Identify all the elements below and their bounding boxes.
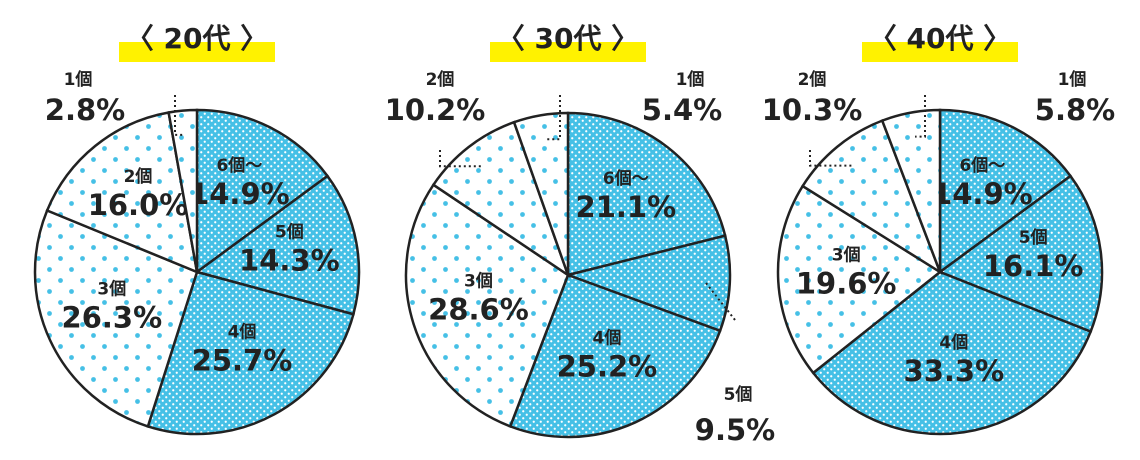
slice-label: 5個	[724, 384, 753, 405]
chart-title: 〈 20代 〉	[126, 22, 268, 55]
slice-label: 1個	[64, 69, 93, 90]
slice-label: 6個〜	[603, 168, 649, 189]
slice-label: 3個	[464, 270, 493, 291]
pie-slice	[512, 111, 570, 276]
chart-title: 〈 30代 〉	[497, 22, 639, 55]
pie-slice	[938, 108, 1073, 275]
value-label: 25.2%	[557, 350, 658, 384]
value-label: 10.2%	[385, 93, 486, 127]
pie-slice	[811, 270, 1093, 436]
title-highlight	[862, 42, 1018, 62]
value-label: 16.1%	[983, 249, 1084, 283]
slice-label: 3個	[97, 279, 126, 300]
slice-label: 2個	[426, 69, 455, 90]
value-label: 5.4%	[642, 93, 722, 127]
title-highlight	[119, 42, 275, 62]
leader-line	[809, 150, 853, 167]
value-label: 14.9%	[189, 177, 290, 211]
value-label: 16.0%	[88, 188, 189, 222]
leader-line	[174, 95, 185, 136]
value-label: 9.5%	[695, 413, 775, 447]
leader-line	[915, 95, 926, 138]
value-label: 10.3%	[762, 93, 863, 127]
pie-slice	[776, 184, 943, 375]
slice-label: 4個	[939, 332, 968, 353]
chart-title: 〈 40代 〉	[869, 22, 1011, 55]
pie-slice	[404, 183, 570, 428]
value-label: 26.3%	[62, 301, 163, 335]
pie-slice	[880, 108, 942, 273]
pie-slice	[431, 120, 571, 279]
title-highlight	[490, 42, 646, 62]
slice-label: 4個	[593, 328, 622, 349]
slice-label: 5個	[275, 222, 304, 243]
pie-slice	[937, 174, 1104, 334]
pie-slice	[167, 108, 199, 273]
pie-slice	[566, 111, 727, 277]
value-label: 19.6%	[796, 266, 897, 300]
pie-slice	[195, 108, 330, 275]
slice-label: 5個	[1019, 227, 1048, 248]
value-label: 28.6%	[428, 292, 529, 326]
slice-label: 6個〜	[216, 155, 262, 176]
pie-slice	[33, 208, 199, 428]
slice-label: 1個	[676, 69, 705, 90]
leader-line	[439, 150, 484, 168]
value-label: 14.9%	[932, 177, 1033, 211]
slice-label: 2個	[124, 166, 153, 187]
value-label: 2.8%	[45, 93, 125, 127]
value-label: 25.7%	[192, 343, 293, 377]
value-label: 21.1%	[576, 190, 677, 224]
pie-slice	[146, 270, 355, 436]
pie-slice	[800, 119, 943, 276]
value-label: 14.3%	[239, 244, 340, 278]
pie-slice	[508, 273, 722, 439]
slice-label: 3個	[832, 244, 861, 265]
pie-slice	[45, 111, 199, 275]
value-label: 5.8%	[1035, 93, 1115, 127]
pie-slice	[194, 174, 361, 316]
pie-slice	[563, 234, 732, 333]
slice-label: 6個〜	[959, 155, 1005, 176]
slice-label: 1個	[1058, 69, 1087, 90]
value-label: 33.3%	[904, 354, 1005, 388]
slice-label: 2個	[798, 69, 827, 90]
slice-label: 4個	[228, 321, 257, 342]
